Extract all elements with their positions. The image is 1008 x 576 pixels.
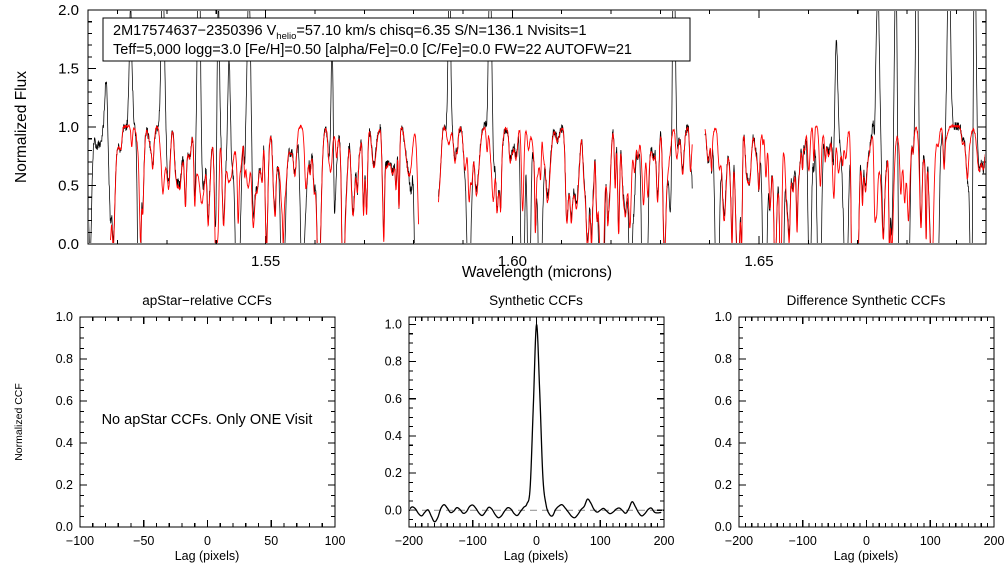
apstar-ccf-title: apStar−relative CCFs: [142, 293, 272, 308]
synthetic-ccf-traces: [410, 323, 663, 523]
synthetic-ccf-title: Synthetic CCFs: [489, 293, 583, 308]
axis-tick-label: 0.0: [385, 503, 402, 517]
axis-tick-label: 200: [654, 534, 675, 548]
difference-ccf-xaxis-title: Lag (pixels): [834, 549, 899, 563]
synthetic-ccf-tick-labels: −200 −100 0 100 200 0.0 0.2 0.4 0.6 0.8 1.0: [385, 317, 675, 548]
axis-tick-label: 0.8: [56, 352, 73, 366]
difference-ccf-axis-ticks: [738, 316, 995, 528]
axis-tick-label: 50: [264, 534, 278, 548]
spectrum-xaxis-title: Wavelength (microns): [462, 264, 612, 281]
axis-tick-label: 0.4: [385, 429, 402, 443]
synthetic-spectrum-trace: [110, 123, 985, 243]
star-parameter-box-border: [102, 17, 691, 62]
spectrum-plot-frame: [87, 9, 987, 245]
apstar-ccf-annotation: No apStar CCFs. Only ONE Visit: [102, 412, 313, 428]
axis-tick-label: −50: [133, 534, 154, 548]
axis-tick-label: 0.4: [56, 436, 73, 450]
axis-tick-label: 0.2: [56, 478, 73, 492]
axis-tick-label: 1.65: [744, 253, 773, 270]
difference-ccf-tick-labels: −200 −100 0 100 200 0.0 0.2 0.4 0.6 0.8 1.0: [715, 310, 1005, 548]
axis-tick-label: 1.0: [715, 310, 732, 324]
synthetic-ccf-trace: [410, 323, 662, 523]
synthetic-ccf-panel: Synthetic CCFs −200 −100 0 100 200 0.0 0.2 0.4 0…: [385, 293, 675, 563]
axis-tick-label: 0.6: [56, 394, 73, 408]
axis-tick-label: 0: [863, 534, 870, 548]
apstar-ccf-panel: apStar−relative CCFs −100 −50 0 50 100 0.0 0.2…: [13, 293, 345, 563]
axis-tick-label: 100: [325, 534, 346, 548]
difference-ccf-title: Difference Synthetic CCFs: [787, 293, 946, 308]
synthetic-ccf-plot-frame: [408, 316, 665, 528]
spectrum-yaxis-title: Normalized Flux: [13, 71, 30, 183]
apstar-ccf-xaxis-title: Lag (pixels): [175, 549, 240, 563]
apstar-ccf-yaxis-title: Normalized CCF: [13, 383, 25, 461]
axis-tick-label: 0.8: [385, 355, 402, 369]
star-parameter-line-2: Teff=5,000 logg=3.0 [Fe/H]=0.50 [alpha/F…: [113, 42, 632, 58]
axis-tick-label: 1.0: [385, 317, 402, 331]
axis-tick-label: 0: [204, 534, 211, 548]
axis-tick-label: 1.60: [498, 253, 527, 270]
synthetic-ccf-xaxis-title: Lag (pixels): [504, 549, 569, 563]
axis-tick-label: −200: [725, 534, 753, 548]
axis-tick-label: 0.2: [715, 478, 732, 492]
axis-tick-label: 1.55: [251, 253, 280, 270]
apstar-ccf-plot-frame: [79, 316, 336, 528]
axis-tick-label: 0.8: [715, 352, 732, 366]
axis-tick-label: 0.0: [715, 520, 732, 534]
axis-tick-label: 0.6: [385, 392, 402, 406]
axis-tick-label: 0.2: [385, 466, 402, 480]
axis-tick-label: −100: [789, 534, 817, 548]
axis-tick-label: 1.0: [58, 119, 79, 136]
axis-tick-label: 0.0: [58, 236, 79, 253]
spectrum-traces: [89, 11, 985, 243]
axis-tick-label: −100: [66, 534, 94, 548]
axis-tick-label: 0.4: [715, 436, 732, 450]
difference-ccf-plot-frame: [738, 316, 995, 528]
axis-tick-label: 1.5: [58, 61, 79, 78]
spectrum-tick-labels: 1.55 1.60 1.65 0.0 0.5 1.0 1.5 2.0: [58, 2, 773, 270]
axis-tick-label: 100: [590, 534, 611, 548]
axis-tick-label: −200: [395, 534, 423, 548]
axis-tick-label: 200: [984, 534, 1005, 548]
axis-tick-label: 0.5: [58, 178, 79, 195]
spectrum-panel: 1.55 1.60 1.65 0.0 0.5 1.0 1.5 2.0 Wavelength (…: [13, 2, 987, 281]
axis-tick-label: 100: [920, 534, 941, 548]
axis-tick-label: 1.0: [56, 310, 73, 324]
axis-tick-label: 0.0: [56, 520, 73, 534]
axis-tick-label: −100: [459, 534, 487, 548]
difference-ccf-panel: Difference Synthetic CCFs −200 −100 0 100 20…: [715, 293, 1005, 563]
star-parameter-line-1: 2M17574637−2350396 Vhelio=57.10 km/s chi…: [113, 23, 587, 42]
apstar-ccf-tick-labels: −100 −50 0 50 100 0.0 0.2 0.4 0.6 0.8 1.0: [56, 310, 346, 548]
star-parameter-box: 2M17574637−2350396 Vhelio=57.10 km/s chi…: [102, 17, 691, 62]
axis-tick-label: 0.6: [715, 394, 732, 408]
axis-tick-label: 2.0: [58, 2, 79, 19]
synthetic-ccf-axis-ticks: [408, 317, 665, 527]
axis-tick-label: 0: [533, 534, 540, 548]
